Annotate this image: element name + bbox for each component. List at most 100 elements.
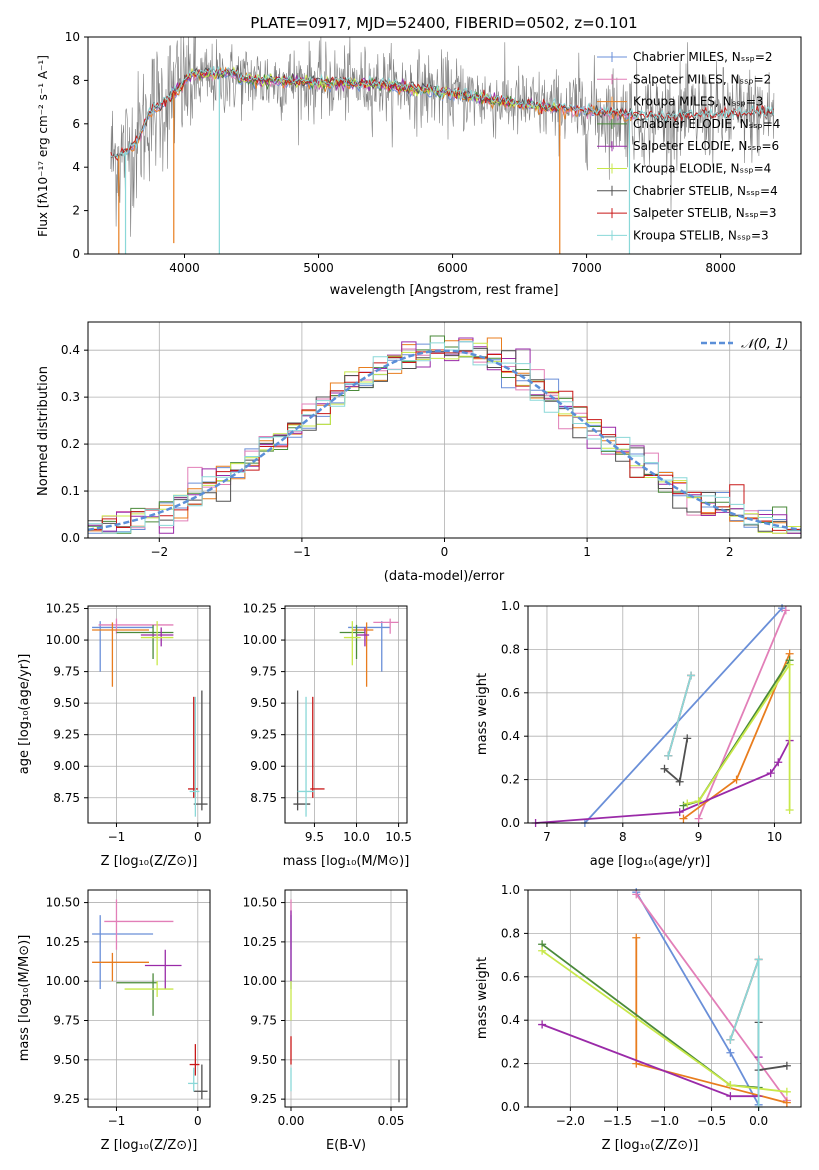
spectrum-panel: PLATE=0917, MJD=52400, FIBERID=0502, z=0…	[36, 14, 802, 298]
residual-histogram-kroupa-stelib	[88, 341, 801, 534]
x-tick-label: 9.5	[305, 830, 324, 844]
legend-label: Kroupa ELODIE, Nₛₛₚ=4	[633, 162, 771, 176]
spectrum-title: PLATE=0917, MJD=52400, FIBERID=0502, z=0…	[250, 14, 637, 32]
residuals-panel: −2 −1 0 1 2 0.0 0.1 0.2 0.3 0.4 (data-model)/erro…	[36, 321, 802, 584]
model-spectrum-kroupa-stelib	[110, 65, 774, 162]
x-tick-label: 0.00	[278, 1114, 305, 1128]
residuals-ylabel: Normed distribution	[36, 366, 51, 496]
x-tick-label: 0.0	[749, 1114, 768, 1128]
x-tick-label: −1	[108, 830, 126, 844]
y-tick-label: 1.0	[501, 883, 520, 897]
weight-line-salpeter-elodie	[541, 1023, 760, 1098]
y-tick-label: 9.50	[53, 696, 80, 710]
residuals-plot-area	[87, 321, 802, 539]
x-tick-label: 0	[441, 545, 449, 559]
y-tick-label: 0.6	[501, 686, 520, 700]
normal-curve	[87, 349, 802, 532]
weight-marker-kroupa-elodie	[538, 946, 547, 955]
y-tick-label: 9.75	[53, 665, 80, 679]
weight-marker-kroupa-stelib	[687, 671, 696, 680]
weight-line-chabrier-stelib	[757, 1022, 788, 1072]
p-zmass-frame	[87, 889, 211, 1108]
x-tick-label: 10.5	[385, 830, 412, 844]
weight-marker-kroupa-miles	[679, 814, 688, 823]
ebv-mass-xlabel: E(B-V)	[326, 1138, 366, 1153]
weight-marker-salpeter-elodie	[774, 758, 783, 767]
z-weight-panel: −2.0 −1.5 −1.0 −0.5 0.0 0.0 0.2 0.4 0.6 0.8 1.0	[501, 883, 802, 1128]
weight-marker-kroupa-elodie	[782, 1087, 791, 1096]
weight-marker-kroupa-stelib	[726, 1035, 735, 1044]
legend-label: Kroupa MILES, Nₛₛₚ=3	[633, 95, 763, 109]
y-tick-label: 6	[72, 117, 80, 131]
y-tick-label: 10.25	[46, 935, 80, 949]
weight-line-chabrier-stelib	[663, 738, 689, 784]
weight-line-kroupa-stelib	[667, 675, 692, 756]
y-tick-label: 9.00	[53, 759, 80, 773]
legend-label: Salpeter MILES, Nₛₛₚ=2	[633, 72, 771, 86]
weight-marker-salpeter-elodie	[766, 769, 775, 778]
weight-marker-chabrier-stelib	[683, 734, 692, 743]
y-tick-label: 9.75	[250, 1014, 277, 1028]
y-tick-label: 0	[72, 247, 80, 261]
y-tick-label: 0.0	[501, 816, 520, 830]
weight-line-kroupa-elodie	[687, 661, 791, 810]
z-age-ylabel: age [log₁₀(age/yr)]	[17, 654, 32, 775]
x-tick-label: 9	[695, 830, 703, 844]
y-tick-label: 10	[65, 30, 80, 44]
y-tick-label: 9.25	[53, 728, 80, 742]
spectrum-xlabel: wavelength [Angstrom, rest frame]	[330, 283, 559, 298]
legend-label: Chabrier ELODIE, Nₛₛₚ=4	[633, 117, 780, 131]
weight-marker-salpeter-miles	[694, 814, 703, 823]
ebv-mass-panel: 0.00 0.05 9.25 9.50 9.75 10.00 10.25 10.50	[243, 889, 408, 1128]
z-mass-ylabel: mass [log₁₀(M/M⊙)]	[17, 935, 32, 1062]
y-tick-label: 0.4	[501, 729, 520, 743]
y-tick-label: 10.50	[46, 896, 80, 910]
residuals-axes: −2 −1 0 1 2 0.0 0.1 0.2 0.3 0.4	[61, 343, 734, 559]
x-tick-label: 4000	[169, 261, 200, 275]
x-tick-label: −1	[108, 1114, 126, 1128]
spectrum-ylabel: Flux [fλ10⁻¹⁷ erg cm⁻² s⁻¹ A⁻¹]	[36, 55, 50, 237]
y-tick-label: 10.25	[243, 602, 277, 616]
weight-marker-chabrier-miles	[726, 1048, 735, 1057]
x-tick-label: −2.0	[556, 1114, 585, 1128]
y-tick-label: 0.0	[61, 531, 80, 545]
y-tick-label: 9.50	[250, 1053, 277, 1067]
p-ageweight-frame	[527, 605, 802, 824]
y-tick-label: 0.4	[501, 1013, 520, 1027]
z-mass-panel: −1 0 9.25 9.50 9.75 10.00 10.25 10.50	[46, 889, 211, 1128]
weight-marker-kroupa-elodie	[726, 1081, 735, 1090]
weight-line-salpeter-miles	[635, 893, 788, 1102]
weight-marker-salpeter-miles	[632, 890, 641, 899]
residuals-legend: 𝒩(0, 1)	[701, 337, 788, 352]
spectrum-frame	[87, 36, 802, 255]
y-tick-label: 1.0	[501, 599, 520, 613]
x-tick-label: −0.5	[697, 1114, 726, 1128]
legend-label: Chabrier MILES, Nₛₛₚ=2	[633, 50, 773, 64]
z-mass-xlabel: Z [log₁₀(Z/Z⊙)]	[101, 1138, 198, 1153]
spectrum-legend: Chabrier MILES, Nₛₛₚ=2 Salpeter MILES, Nₛ…	[597, 50, 780, 242]
y-tick-label: 10.25	[46, 602, 80, 616]
x-tick-label: 2	[726, 545, 734, 559]
age-weight-ylabel: mass weight	[475, 673, 490, 755]
y-tick-label: 9.75	[53, 1014, 80, 1028]
weight-marker-kroupa-elodie	[683, 799, 692, 808]
x-tick-label: 0	[194, 830, 202, 844]
residual-histogram-kroupa-elodie	[88, 342, 801, 534]
legend-label: Salpeter STELIB, Nₛₛₚ=3	[633, 206, 777, 220]
weight-marker-salpeter-elodie	[538, 1020, 547, 1029]
model-spectrum-chabrier-stelib	[110, 65, 774, 160]
legend-label: Kroupa STELIB, Nₛₛₚ=3	[633, 228, 769, 242]
y-tick-label: 0.2	[61, 437, 80, 451]
mass-age-xlabel: mass [log₁₀(M/M⊙)]	[283, 854, 410, 869]
x-tick-label: 10.0	[343, 830, 370, 844]
x-tick-label: 10	[767, 830, 782, 844]
y-tick-label: 9.50	[250, 696, 277, 710]
y-tick-label: 8.75	[250, 791, 277, 805]
y-tick-label: 0.1	[61, 484, 80, 498]
observed-spectrum-line	[110, 36, 775, 237]
p-massage-frame	[284, 605, 408, 824]
y-tick-label: 9.00	[250, 759, 277, 773]
weight-line-chabrier-elodie	[683, 659, 791, 807]
spectrum-axes: 4000 5000 6000 7000 8000 0 2 4 6 8 10	[65, 30, 736, 275]
y-tick-label: 0.2	[501, 773, 520, 787]
